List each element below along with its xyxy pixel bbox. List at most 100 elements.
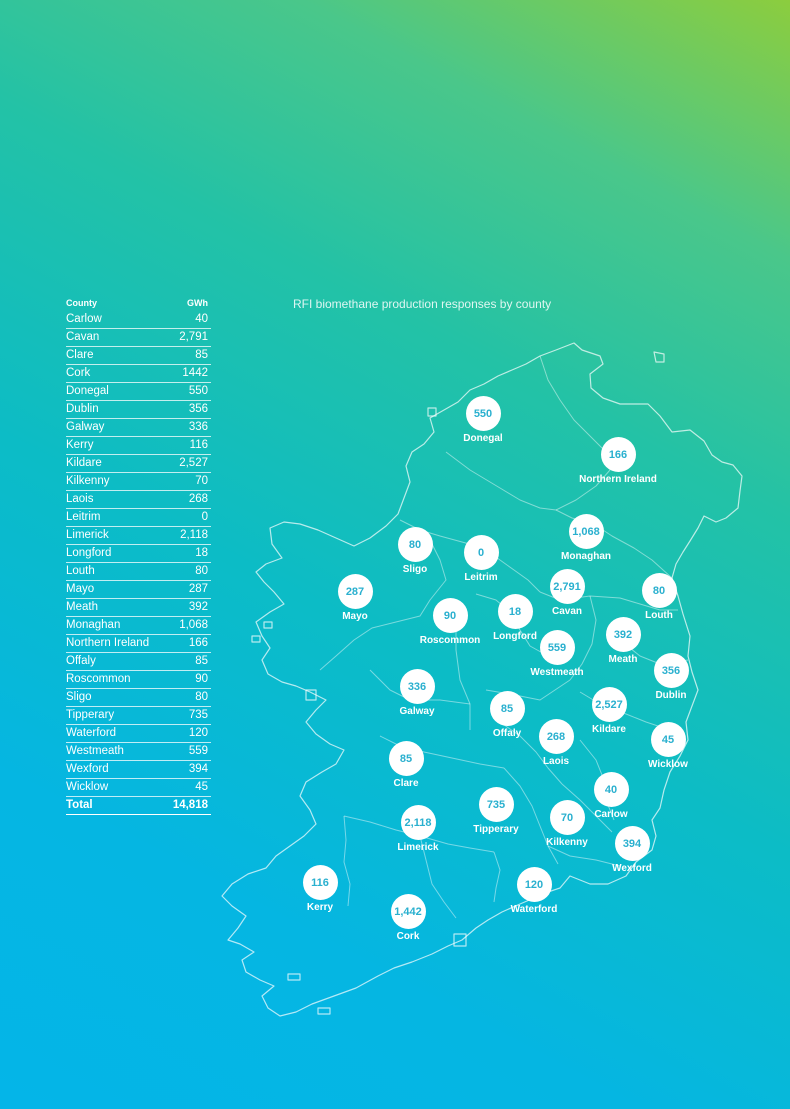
county-marker-clare: 85 Clare (366, 741, 446, 789)
table-row: Galway 336 (66, 419, 211, 437)
marker-county-label: Offaly (492, 728, 522, 739)
table-header: County GWh (66, 296, 211, 311)
county-name: Limerick (66, 529, 109, 541)
table-row: Offaly 85 (66, 653, 211, 671)
county-name: Tipperary (66, 709, 115, 721)
county-name: Longford (66, 547, 112, 559)
col-gwh-header: GWh (187, 298, 208, 308)
county-marker-carlow: 40 Carlow (571, 772, 651, 820)
marker-value-bubble: 1,068 (568, 514, 604, 549)
county-gwh-value: 0 (201, 511, 208, 523)
county-marker-cork: 1,442 Cork (368, 894, 448, 942)
marker-value-bubble: 268 (538, 719, 574, 754)
county-name: Galway (66, 421, 105, 433)
table-row: Northern Ireland 166 (66, 635, 211, 653)
county-marker-northern-ireland: 166 Northern Ireland (578, 437, 658, 485)
marker-county-label: Leitrim (464, 572, 498, 583)
county-marker-dublin: 356 Dublin (631, 653, 711, 701)
marker-county-label: Donegal (463, 433, 503, 444)
county-gwh-value: 80 (195, 691, 208, 703)
county-name: Sligo (66, 691, 92, 703)
county-name: Laois (66, 493, 94, 505)
county-marker-wexford: 394 Wexford (592, 826, 672, 874)
county-name: Mayo (66, 583, 95, 595)
county-name: Wicklow (66, 781, 109, 793)
marker-county-label: Cavan (551, 606, 582, 617)
county-gwh-value: 336 (188, 421, 208, 433)
table-row: Wicklow 45 (66, 779, 211, 797)
marker-county-label: Westmeath (530, 667, 584, 678)
county-name: Waterford (66, 727, 117, 739)
county-gwh-value: 80 (195, 565, 208, 577)
marker-value-bubble: 1,442 (390, 894, 426, 929)
county-gwh-value: 85 (195, 655, 208, 667)
table-row: Roscommon 90 (66, 671, 211, 689)
county-gwh-table: County GWh Carlow 40 Cavan 2,791 Clare 85 Cork… (66, 296, 211, 815)
marker-county-label: Carlow (594, 809, 628, 820)
table-body: Carlow 40 Cavan 2,791 Clare 85 Cork 1442 Donegal… (66, 311, 211, 797)
marker-county-label: Sligo (402, 564, 428, 575)
county-marker-kildare: 2,527 Kildare (569, 687, 649, 735)
marker-county-label: Dublin (655, 690, 687, 701)
marker-value-bubble: 80 (641, 573, 677, 608)
table-row: Louth 80 (66, 563, 211, 581)
table-row: Mayo 287 (66, 581, 211, 599)
marker-value-bubble: 90 (432, 598, 468, 633)
marker-value-bubble: 166 (600, 437, 636, 472)
county-name: Cork (66, 367, 91, 379)
marker-value-bubble: 80 (397, 527, 433, 562)
marker-county-label: Tipperary (473, 824, 519, 835)
marker-county-label: Monaghan (561, 551, 611, 562)
marker-value-bubble: 356 (653, 653, 689, 688)
marker-value-bubble: 394 (614, 826, 650, 861)
marker-county-label: Kildare (592, 724, 626, 735)
table-row: Dublin 356 (66, 401, 211, 419)
county-gwh-value: 356 (188, 403, 208, 415)
county-marker-waterford: 120 Waterford (494, 867, 574, 915)
county-gwh-value: 2,791 (179, 331, 208, 343)
table-row: Carlow 40 (66, 311, 211, 329)
county-marker-kilkenny: 70 Kilkenny (527, 800, 607, 848)
marker-value-bubble: 40 (593, 772, 629, 807)
table-row: Donegal 550 (66, 383, 211, 401)
county-name: Cavan (66, 331, 100, 343)
map-title: RFI biomethane production responses by c… (293, 297, 552, 311)
marker-value-bubble: 336 (399, 669, 435, 704)
marker-county-label: Limerick (397, 842, 439, 853)
county-marker-leitrim: 0 Leitrim (441, 535, 521, 583)
marker-county-label: Mayo (342, 611, 368, 622)
table-row: Cavan 2,791 (66, 329, 211, 347)
table-row: Leitrim 0 (66, 509, 211, 527)
table-total-row: Total 14,818 (66, 797, 211, 815)
marker-value-bubble: 18 (497, 594, 533, 629)
marker-county-label: Wicklow (648, 759, 688, 770)
county-name: Northern Ireland (66, 637, 150, 649)
county-name: Kildare (66, 457, 102, 469)
table-row: Tipperary 735 (66, 707, 211, 725)
county-name: Westmeath (66, 745, 124, 757)
county-gwh-value: 2,118 (180, 529, 208, 541)
county-gwh-value: 116 (189, 439, 208, 451)
county-marker-laois: 268 Laois (516, 719, 596, 767)
county-marker-longford: 18 Longford (475, 594, 555, 642)
marker-value-bubble: 2,527 (591, 687, 627, 722)
marker-county-label: Cork (396, 931, 420, 942)
marker-value-bubble: 550 (465, 396, 501, 431)
marker-county-label: Clare (393, 778, 419, 789)
county-name: Kerry (66, 439, 94, 451)
table-row: Meath 392 (66, 599, 211, 617)
table-row: Wexford 394 (66, 761, 211, 779)
marker-county-label: Meath (608, 654, 638, 665)
marker-value-bubble: 287 (337, 574, 373, 609)
table-row: Limerick 2,118 (66, 527, 211, 545)
marker-value-bubble: 45 (650, 722, 686, 757)
marker-county-label: Wexford (612, 863, 652, 874)
county-gwh-value: 287 (188, 583, 208, 595)
table-row: Kerry 116 (66, 437, 211, 455)
county-name: Dublin (66, 403, 99, 415)
county-marker-offaly: 85 Offaly (467, 691, 547, 739)
marker-county-label: Laois (542, 756, 570, 767)
county-gwh-value: 2,527 (179, 457, 208, 469)
county-marker-louth: 80 Louth (619, 573, 699, 621)
county-gwh-value: 18 (195, 547, 208, 559)
